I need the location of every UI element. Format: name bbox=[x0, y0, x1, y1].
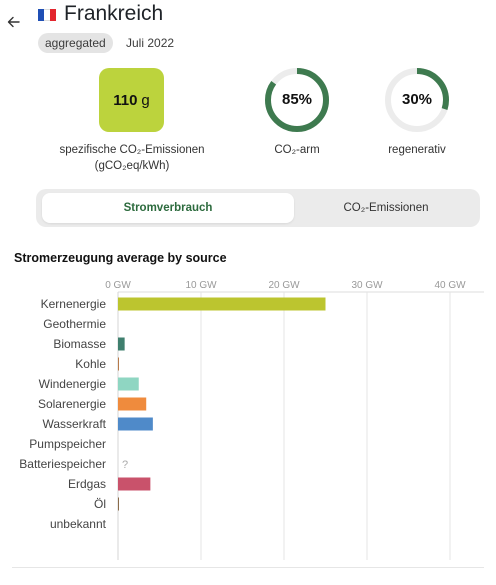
category-label: Wasserkraft bbox=[42, 417, 106, 431]
missing-value-marker: ? bbox=[122, 459, 128, 471]
divider bbox=[12, 567, 484, 568]
carbon-intensity-label: spezifische CO₂-Emissionen (gCO₂eq/kWh) bbox=[40, 142, 224, 174]
category-label: Windenergie bbox=[39, 377, 107, 391]
category-label: Öl bbox=[94, 497, 106, 511]
low-carbon-label: CO₂-arm bbox=[274, 144, 320, 156]
renewable-value: 30% bbox=[401, 91, 433, 108]
carbon-intensity-box: 110 g bbox=[99, 68, 164, 132]
low-carbon-value: 85% bbox=[281, 91, 313, 108]
x-tick-label: 30 GW bbox=[351, 280, 383, 291]
tab-co2-emissionen[interactable]: CO₂-Emissionen bbox=[343, 202, 429, 214]
x-tick-label: 0 GW bbox=[105, 280, 131, 291]
bar bbox=[118, 497, 119, 511]
x-tick-label: 10 GW bbox=[185, 280, 217, 291]
category-label: Solarenergie bbox=[38, 397, 106, 411]
france-flag-icon bbox=[38, 9, 56, 21]
bar bbox=[118, 297, 326, 311]
bar bbox=[118, 397, 147, 411]
category-label: Erdgas bbox=[68, 477, 106, 491]
view-toggle: Stromverbrauch CO₂-Emissionen bbox=[36, 189, 480, 227]
arrow-left-icon bbox=[7, 16, 20, 28]
low-carbon-ring-fill bbox=[265, 68, 329, 132]
low-carbon-ring bbox=[265, 68, 329, 132]
category-label: Pumpspeicher bbox=[29, 437, 106, 451]
category-label: unbekannt bbox=[50, 517, 107, 531]
carbon-intensity-label-line1: spezifische CO₂-Emissionen bbox=[59, 144, 205, 156]
renewable-ring bbox=[385, 68, 449, 132]
bar bbox=[118, 377, 139, 391]
bar bbox=[118, 477, 151, 491]
category-label: Batteriespeicher bbox=[19, 457, 106, 471]
bar bbox=[118, 417, 153, 431]
back-button[interactable] bbox=[4, 10, 24, 34]
aggregated-badge: aggregated bbox=[38, 33, 113, 53]
tab-stromverbrauch[interactable]: Stromverbrauch bbox=[42, 193, 294, 223]
category-label: Biomasse bbox=[53, 337, 106, 351]
generation-by-source-chart: 0 GW 10 GW 20 GW 30 GW 40 GW Kernenergie Geoth… bbox=[19, 280, 484, 560]
category-label: Kohle bbox=[75, 357, 106, 371]
bar bbox=[118, 337, 125, 351]
date-label: Juli 2022 bbox=[126, 36, 175, 50]
x-tick-label: 20 GW bbox=[268, 280, 300, 291]
bar bbox=[118, 357, 119, 371]
renewable-label: regenerativ bbox=[388, 144, 446, 156]
carbon-intensity-unit: g bbox=[141, 91, 150, 109]
chart-title: Stromerzeugung average by source bbox=[14, 251, 227, 265]
carbon-intensity-value: 110 bbox=[113, 91, 138, 109]
category-label: Kernenergie bbox=[41, 297, 107, 311]
carbon-intensity-label-line2: (gCO₂eq/kWh) bbox=[94, 160, 170, 172]
x-tick-label: 40 GW bbox=[434, 280, 466, 291]
page-title: Frankreich bbox=[64, 2, 164, 25]
category-label: Geothermie bbox=[43, 317, 106, 331]
renewable-ring-fill bbox=[385, 68, 449, 132]
header: Frankreich aggregated Juli 2022 bbox=[0, 0, 496, 60]
